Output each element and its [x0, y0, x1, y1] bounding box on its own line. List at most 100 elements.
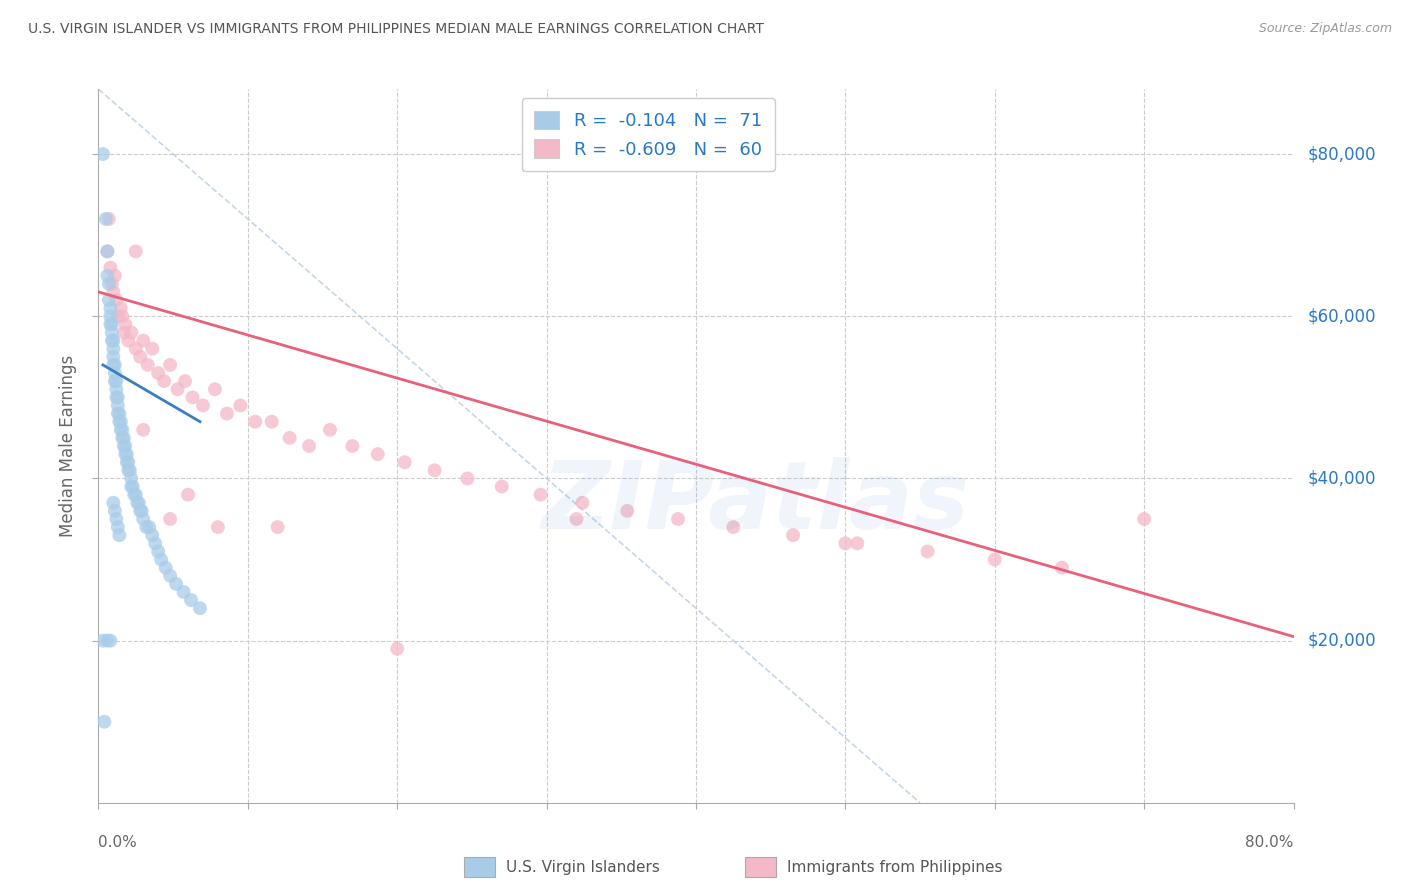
Point [136, 358, 159, 372]
Text: $60,000: $60,000 [1308, 307, 1376, 326]
Point [245, 415, 267, 429]
Point [394, 455, 416, 469]
Point [101, 318, 124, 332]
Point [342, 439, 364, 453]
Point [138, 520, 160, 534]
Point [103, 334, 125, 348]
Point [148, 366, 170, 380]
Point [107, 520, 129, 534]
Point [173, 585, 195, 599]
Point [983, 552, 1005, 566]
Point [111, 423, 134, 437]
Point [267, 520, 290, 534]
Point [141, 342, 163, 356]
Point [124, 488, 146, 502]
Point [115, 447, 138, 461]
Point [159, 358, 181, 372]
Point [96, 633, 118, 648]
Point [104, 268, 127, 283]
Point [107, 407, 129, 421]
Point [101, 277, 124, 291]
Point [565, 512, 588, 526]
Point [105, 293, 128, 307]
Point [93, 714, 115, 729]
Point [98, 260, 122, 275]
Text: $80,000: $80,000 [1308, 145, 1376, 163]
Point [117, 334, 139, 348]
Point [103, 342, 125, 356]
Point [319, 423, 342, 437]
Point [846, 536, 869, 550]
Point [96, 244, 118, 259]
Point [666, 512, 689, 526]
Point [98, 633, 122, 648]
Point [129, 504, 152, 518]
Text: Source: ZipAtlas.com: Source: ZipAtlas.com [1258, 22, 1392, 36]
Point [153, 374, 176, 388]
Point [278, 431, 301, 445]
Point [229, 399, 252, 413]
Point [101, 334, 124, 348]
Point [571, 496, 593, 510]
Legend: R =  -0.104   N =  71, R =  -0.609   N =  60: R = -0.104 N = 71, R = -0.609 N = 60 [522, 98, 775, 171]
Point [104, 366, 127, 380]
Point [103, 496, 125, 510]
Point [97, 211, 120, 226]
Point [108, 528, 131, 542]
Point [97, 277, 120, 291]
Point [456, 471, 478, 485]
Point [165, 577, 187, 591]
Point [132, 423, 155, 437]
Point [103, 285, 125, 299]
Point [1050, 560, 1073, 574]
Point [159, 568, 181, 582]
Point [141, 528, 163, 542]
Point [101, 326, 124, 340]
Point [127, 496, 149, 510]
Point [177, 488, 200, 502]
Point [120, 471, 142, 485]
Point [159, 512, 181, 526]
Y-axis label: Median Male Earnings: Median Male Earnings [59, 355, 77, 537]
Text: 80.0%: 80.0% [1246, 835, 1294, 850]
Text: 0.0%: 0.0% [98, 835, 138, 850]
Point [917, 544, 939, 558]
Point [98, 318, 122, 332]
Point [104, 358, 127, 372]
Point [107, 310, 129, 324]
Text: $40,000: $40,000 [1308, 469, 1376, 487]
Point [125, 342, 148, 356]
Point [104, 504, 127, 518]
Point [111, 431, 134, 445]
Point [120, 326, 142, 340]
Point [125, 244, 148, 259]
Point [148, 544, 170, 558]
Point [150, 552, 173, 566]
Text: U.S. VIRGIN ISLANDER VS IMMIGRANTS FROM PHILIPPINES MEDIAN MALE EARNINGS CORRELA: U.S. VIRGIN ISLANDER VS IMMIGRANTS FROM … [28, 22, 763, 37]
Point [105, 374, 128, 388]
Point [367, 447, 389, 461]
Point [174, 374, 197, 388]
Point [112, 431, 135, 445]
Point [215, 407, 238, 421]
Point [260, 415, 283, 429]
Point [110, 301, 132, 315]
Point [104, 374, 127, 388]
Point [166, 382, 188, 396]
Point [120, 479, 142, 493]
Text: U.S. Virgin Islanders: U.S. Virgin Islanders [506, 860, 659, 874]
Point [114, 318, 136, 332]
Point [110, 423, 132, 437]
Point [98, 301, 122, 315]
Point [112, 326, 135, 340]
Point [128, 496, 150, 510]
Point [207, 520, 229, 534]
Point [107, 399, 129, 413]
Point [180, 593, 202, 607]
Point [108, 407, 131, 421]
Point [191, 399, 214, 413]
Point [298, 439, 321, 453]
Point [143, 536, 166, 550]
Point [115, 455, 138, 469]
Text: $20,000: $20,000 [1308, 632, 1376, 649]
